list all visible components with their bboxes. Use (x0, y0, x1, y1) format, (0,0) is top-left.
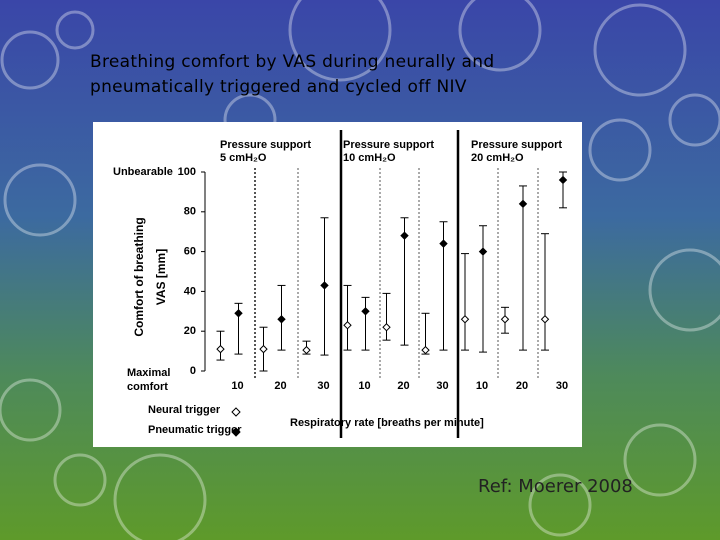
error-bar (361, 296, 370, 351)
point (558, 175, 568, 185)
point (343, 321, 352, 330)
point (421, 345, 430, 355)
y-tick-label: 80 (184, 206, 196, 218)
x-tick-label: 10 (231, 380, 243, 392)
y-tick-label: 40 (184, 285, 196, 297)
x-tick-label: 20 (397, 380, 409, 392)
chart-panel (93, 122, 582, 447)
slide-title: Breathing comfort by VAS during neurally… (90, 52, 495, 97)
error-bar (382, 292, 391, 341)
panel-subtitle: 20 cmH₂O (471, 152, 524, 164)
point (400, 231, 409, 240)
point (259, 344, 268, 354)
panel-title: Pressure support (471, 139, 562, 151)
point (234, 309, 243, 318)
legend-label: Neural trigger (148, 404, 221, 416)
legend-marker (231, 407, 241, 417)
x-tick-label: 30 (317, 380, 329, 392)
legend-marker (231, 427, 241, 437)
y-tick-label: 100 (178, 166, 196, 178)
y-axis-label: VAS [mm] (154, 249, 168, 305)
point (500, 315, 510, 324)
point (460, 315, 470, 324)
point (478, 247, 488, 256)
error-bar (461, 253, 469, 351)
point (216, 344, 225, 354)
point (361, 307, 370, 316)
point (382, 323, 391, 332)
point (277, 315, 286, 324)
panel-title: Pressure support (220, 139, 311, 151)
point (518, 199, 528, 209)
x-tick-label: 30 (436, 380, 448, 392)
bottom-label: Maximal (127, 367, 170, 379)
y-tick-label: 60 (184, 246, 196, 258)
y-tick-label: 20 (184, 325, 196, 337)
legend-label: Pneumatic trigger (148, 424, 242, 436)
x-tick-label: 10 (476, 380, 488, 392)
point (540, 315, 550, 324)
point (302, 345, 311, 355)
x-axis-label: Respiratory rate [breaths per minute] (290, 417, 484, 429)
reference: Ref: Moerer 2008 (478, 476, 633, 497)
y-axis-label: Comfort of breathing (132, 217, 146, 336)
bottom-label: comfort (127, 381, 168, 393)
x-tick-label: 20 (274, 380, 286, 392)
x-tick-label: 30 (556, 380, 568, 392)
panel-subtitle: 10 cmH₂O (343, 152, 396, 164)
point (439, 239, 448, 248)
top-label: Unbearable (113, 166, 173, 178)
panel-title: Pressure support (343, 139, 434, 151)
error-bar (541, 233, 549, 351)
panel-subtitle: 5 cmH₂O (220, 152, 267, 164)
error-bar (343, 284, 352, 351)
y-tick-label: 0 (190, 365, 196, 377)
x-tick-label: 20 (516, 380, 528, 392)
error-bar (479, 225, 487, 353)
error-bar (519, 185, 527, 351)
x-tick-label: 10 (358, 380, 370, 392)
point (320, 281, 329, 290)
